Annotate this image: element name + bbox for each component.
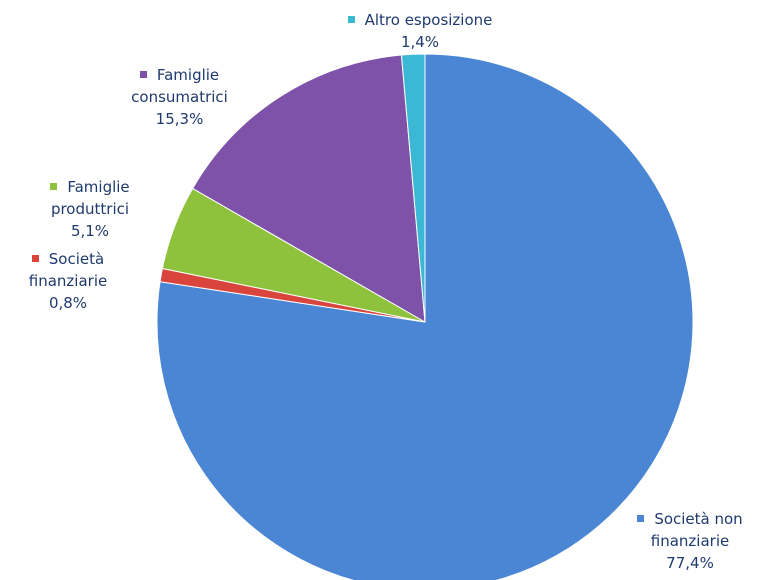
value-label: 77,4%	[666, 554, 714, 572]
legend-marker	[637, 515, 645, 522]
category-name: Famiglie produttrici	[50, 178, 130, 218]
category-name: Società non finanziarie	[650, 510, 743, 550]
value-label: 15,3%	[155, 110, 204, 128]
pie-slice	[191, 54, 426, 323]
value-label: 1,4%	[400, 33, 440, 51]
legend-marker	[139, 71, 147, 78]
value-label: 0,8%	[48, 294, 88, 312]
slice-label: Famiglie consumatrici 15,3%	[112, 64, 247, 130]
pie-slice	[156, 53, 694, 580]
slice-label: Società non finanziarie 77,4%	[620, 508, 757, 574]
legend-marker	[347, 16, 355, 23]
pie-slice	[400, 53, 426, 323]
slice-label: Famiglie produttrici 5,1%	[30, 176, 150, 242]
category-name: Famiglie consumatrici	[131, 66, 228, 106]
legend-marker	[50, 183, 58, 190]
slice-label: Altro esposizione 1,4%	[320, 9, 520, 53]
category-name: Altro esposizione	[364, 11, 493, 29]
legend-marker	[31, 255, 39, 262]
value-label: 5,1%	[70, 222, 110, 240]
category-name: Società finanziarie	[28, 250, 108, 290]
slice-label: Società finanziarie 0,8%	[18, 248, 118, 314]
